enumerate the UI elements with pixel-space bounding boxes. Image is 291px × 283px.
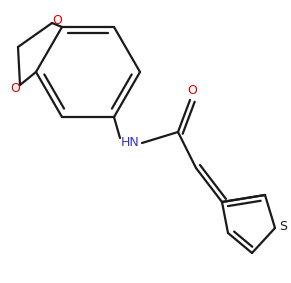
Text: O: O [10, 82, 20, 95]
Text: HN: HN [121, 136, 139, 149]
Text: O: O [52, 14, 62, 27]
Text: O: O [187, 83, 197, 97]
Text: S: S [279, 220, 287, 233]
